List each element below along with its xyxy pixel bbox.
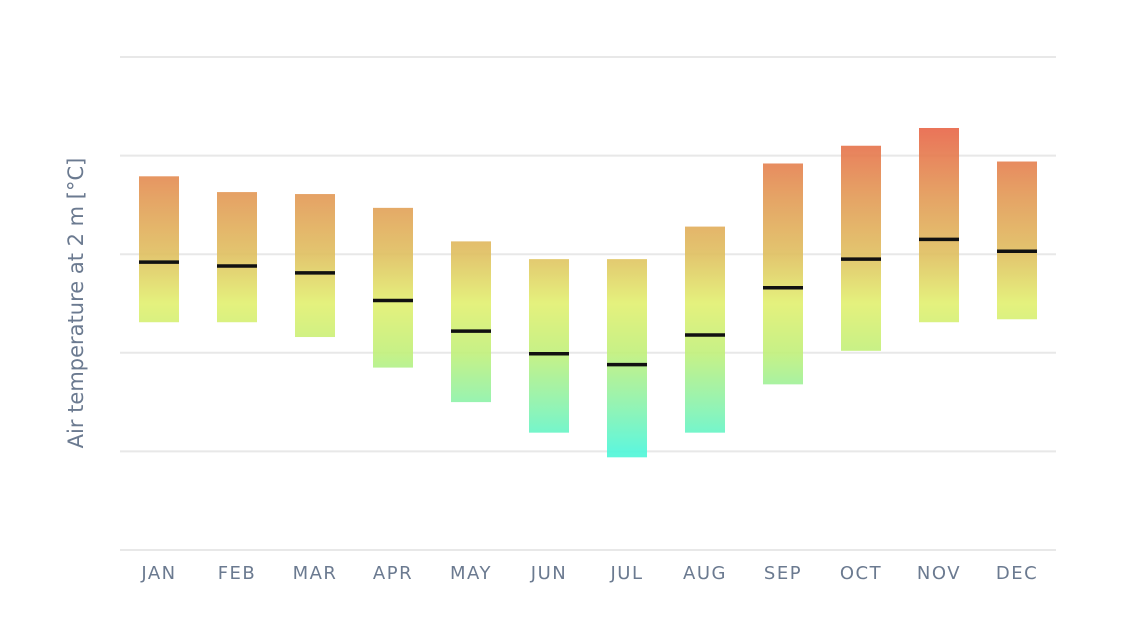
range-bar [217, 192, 257, 323]
x-tick-label: JUN [530, 563, 567, 584]
x-tick-label: SEP [764, 563, 802, 584]
range-bar [139, 176, 179, 323]
x-tick-label: JUL [609, 563, 643, 584]
range-bar [997, 161, 1037, 320]
x-tick-label: OCT [840, 563, 882, 584]
x-tick-label: FEB [218, 563, 257, 584]
range-bar [451, 241, 491, 403]
range-bar [529, 259, 569, 433]
x-tick-label: JAN [140, 563, 176, 584]
y-axis-label: Air temperature at 2 m [°C] [64, 158, 88, 449]
range-bar [373, 207, 413, 368]
x-tick-label: NOV [917, 563, 961, 584]
x-tick-label: MAY [450, 563, 492, 584]
range-bar [841, 145, 881, 351]
x-tick-label: APR [373, 563, 413, 584]
range-bar [607, 259, 647, 458]
x-tick-label: DEC [996, 563, 1038, 584]
range-bar [685, 226, 725, 433]
range-bar [295, 194, 335, 338]
x-tick-label: AUG [683, 563, 727, 584]
range-bar [763, 163, 803, 385]
x-tick-label: MAR [293, 563, 338, 584]
range-bar [919, 127, 959, 323]
